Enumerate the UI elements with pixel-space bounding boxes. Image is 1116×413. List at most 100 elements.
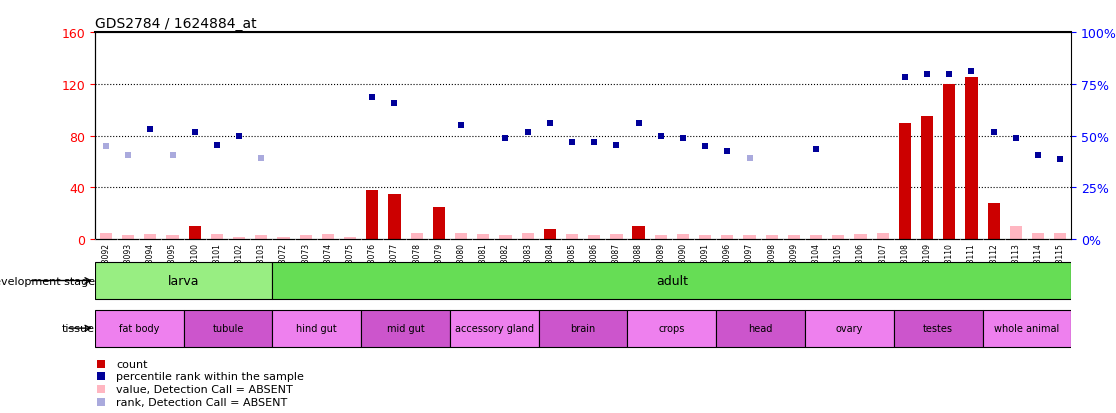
Text: GSM188109: GSM188109 — [923, 242, 932, 288]
Bar — [272, 310, 362, 347]
Bar — [278, 237, 290, 240]
Bar — [450, 310, 539, 347]
Text: count: count — [116, 359, 147, 369]
Text: GSM188106: GSM188106 — [856, 242, 865, 288]
Text: GSM188073: GSM188073 — [301, 242, 310, 288]
Text: GSM188101: GSM188101 — [212, 242, 221, 288]
Bar — [366, 190, 378, 240]
Text: tissue: tissue — [61, 323, 95, 333]
Bar — [965, 78, 978, 240]
Text: GSM188110: GSM188110 — [945, 242, 954, 288]
Bar — [610, 235, 623, 240]
Text: GSM188088: GSM188088 — [634, 242, 643, 288]
Bar — [982, 310, 1071, 347]
Bar — [805, 310, 894, 347]
Text: GSM188091: GSM188091 — [701, 242, 710, 288]
Bar — [855, 235, 867, 240]
Bar — [699, 236, 711, 240]
Bar — [411, 233, 423, 240]
Bar — [166, 236, 179, 240]
Text: GSM188072: GSM188072 — [279, 242, 288, 288]
Bar — [95, 310, 184, 347]
Text: accessory gland: accessory gland — [455, 323, 533, 333]
Bar — [499, 236, 511, 240]
Bar — [876, 233, 888, 240]
Text: mid gut: mid gut — [386, 323, 424, 333]
Text: GSM188105: GSM188105 — [834, 242, 843, 288]
Text: whole animal: whole animal — [994, 323, 1059, 333]
Bar — [433, 207, 445, 240]
Bar — [299, 236, 311, 240]
Text: development stage: development stage — [0, 276, 95, 286]
Bar — [321, 235, 334, 240]
Text: GSM188094: GSM188094 — [146, 242, 155, 288]
Bar — [588, 236, 600, 240]
Text: GSM188074: GSM188074 — [324, 242, 333, 288]
Bar — [455, 233, 468, 240]
Text: hind gut: hind gut — [297, 323, 337, 333]
Text: GSM188112: GSM188112 — [989, 242, 998, 288]
Bar — [543, 229, 556, 240]
Bar — [1010, 227, 1022, 240]
Text: GDS2784 / 1624884_at: GDS2784 / 1624884_at — [95, 17, 257, 31]
Bar — [566, 235, 578, 240]
Text: GSM188075: GSM188075 — [346, 242, 355, 288]
Text: GSM188102: GSM188102 — [234, 242, 243, 288]
Text: GSM188086: GSM188086 — [589, 242, 598, 288]
Text: testes: testes — [923, 323, 953, 333]
Bar — [256, 236, 268, 240]
Text: GSM188081: GSM188081 — [479, 242, 488, 288]
Bar — [810, 236, 822, 240]
Text: larva: larva — [167, 274, 200, 287]
Text: GSM188083: GSM188083 — [523, 242, 532, 288]
Text: brain: brain — [570, 323, 596, 333]
Text: GSM188082: GSM188082 — [501, 242, 510, 288]
Text: GSM188096: GSM188096 — [723, 242, 732, 288]
Text: head: head — [749, 323, 773, 333]
Text: ovary: ovary — [836, 323, 863, 333]
Bar — [362, 310, 450, 347]
Text: GSM188108: GSM188108 — [901, 242, 910, 288]
Text: GSM188092: GSM188092 — [102, 242, 110, 288]
Text: percentile rank within the sample: percentile rank within the sample — [116, 372, 305, 382]
Text: crops: crops — [658, 323, 685, 333]
Text: GSM188087: GSM188087 — [612, 242, 620, 288]
Text: GSM188107: GSM188107 — [878, 242, 887, 288]
Bar — [539, 310, 627, 347]
Bar — [272, 262, 1071, 299]
Text: GSM188079: GSM188079 — [434, 242, 443, 288]
Bar — [721, 236, 733, 240]
Text: adult: adult — [656, 274, 687, 287]
Text: GSM188115: GSM188115 — [1056, 242, 1065, 288]
Bar — [677, 235, 689, 240]
Text: GSM188089: GSM188089 — [656, 242, 665, 288]
Bar — [743, 236, 756, 240]
Bar — [521, 233, 533, 240]
Text: GSM188084: GSM188084 — [546, 242, 555, 288]
Bar — [921, 117, 933, 240]
Bar — [388, 195, 401, 240]
Bar — [988, 204, 1000, 240]
Text: GSM188098: GSM188098 — [768, 242, 777, 288]
Bar — [211, 235, 223, 240]
Text: GSM188099: GSM188099 — [789, 242, 798, 288]
Text: GSM188103: GSM188103 — [257, 242, 266, 288]
Bar — [627, 310, 716, 347]
Bar — [233, 237, 246, 240]
Text: GSM188093: GSM188093 — [124, 242, 133, 288]
Text: GSM188080: GSM188080 — [456, 242, 465, 288]
Text: value, Detection Call = ABSENT: value, Detection Call = ABSENT — [116, 385, 294, 394]
Bar — [788, 236, 800, 240]
Text: fat body: fat body — [119, 323, 160, 333]
Text: GSM188076: GSM188076 — [368, 242, 377, 288]
Bar — [99, 233, 112, 240]
Text: GSM188097: GSM188097 — [745, 242, 754, 288]
Text: GSM188111: GSM188111 — [966, 242, 976, 288]
Text: GSM188104: GSM188104 — [811, 242, 820, 288]
Bar — [716, 310, 805, 347]
Bar — [144, 235, 156, 240]
Bar — [943, 85, 955, 240]
Text: GSM188100: GSM188100 — [190, 242, 200, 288]
Text: GSM188077: GSM188077 — [389, 242, 398, 288]
Text: GSM188114: GSM188114 — [1033, 242, 1042, 288]
